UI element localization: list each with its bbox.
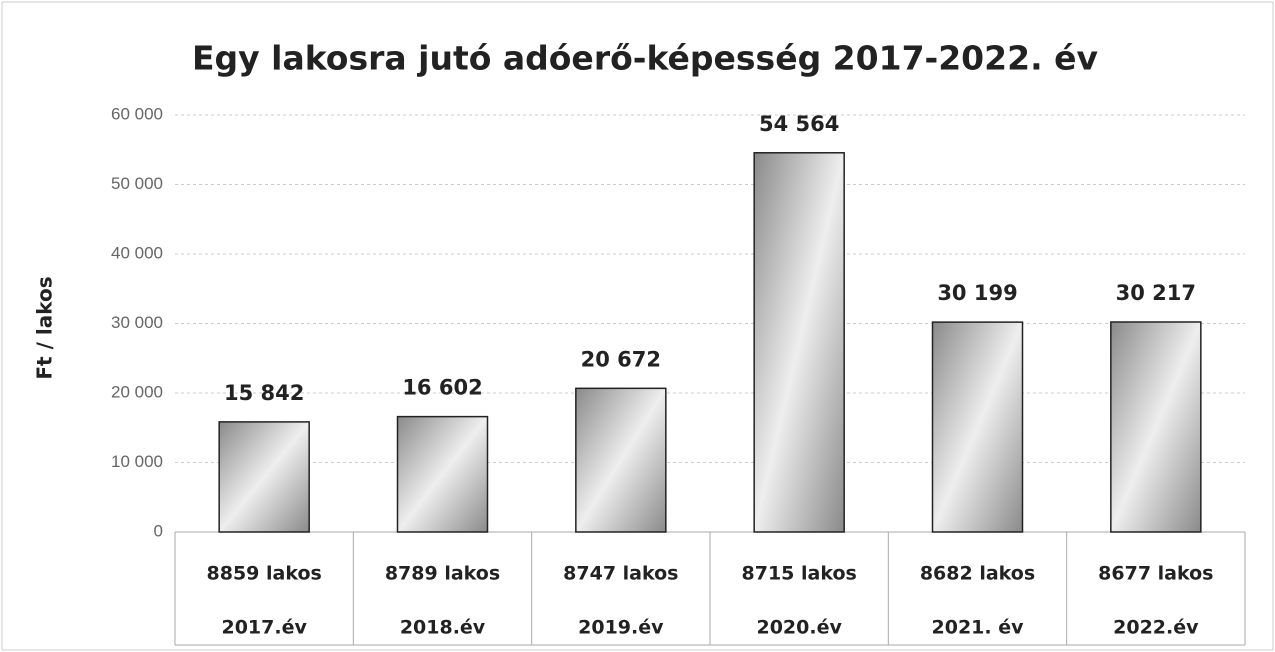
- y-tick-label: 50 000: [111, 174, 163, 193]
- data-label: 54 564: [759, 112, 839, 136]
- data-label: 16 602: [402, 376, 482, 400]
- x-tick-label: 8747 lakos: [563, 563, 678, 585]
- y-tick-label: 10 000: [111, 452, 163, 471]
- data-label: 20 672: [581, 347, 661, 371]
- bar: [575, 387, 667, 533]
- bar: [218, 421, 310, 533]
- y-tick-label: 20 000: [111, 382, 163, 401]
- data-label: 30 199: [937, 281, 1017, 305]
- x-tick-label: 8715 lakos: [742, 563, 857, 585]
- x-tick-label: 2021. év: [932, 617, 1025, 639]
- x-tick-label: 8677 lakos: [1098, 563, 1213, 585]
- x-tick-label: 2019.év: [578, 617, 664, 639]
- x-tick-label: 8682 lakos: [920, 563, 1035, 585]
- x-tick-label: 8789 lakos: [385, 563, 500, 585]
- x-tick-label: 2022.év: [1113, 617, 1199, 639]
- data-label: 30 217: [1116, 281, 1196, 305]
- bar: [1110, 321, 1202, 533]
- x-tick-label: 2017.év: [221, 617, 307, 639]
- bar: [931, 321, 1024, 533]
- y-tick-label: 0: [154, 521, 163, 540]
- data-label: 15 842: [224, 381, 304, 405]
- x-tick-label: 8859 lakos: [207, 563, 322, 585]
- y-tick-label: 60 000: [111, 104, 163, 123]
- bar: [753, 152, 845, 533]
- x-tick-label: 2018.év: [400, 617, 486, 639]
- y-axis-label: Ft / lakos: [33, 276, 57, 379]
- chart-title: Egy lakosra jutó adóerő-képesség 2017-20…: [192, 39, 1098, 78]
- y-tick-label: 30 000: [111, 313, 163, 332]
- bar: [396, 415, 489, 533]
- x-tick-label: 2020.év: [756, 617, 842, 639]
- y-tick-label: 40 000: [111, 243, 163, 262]
